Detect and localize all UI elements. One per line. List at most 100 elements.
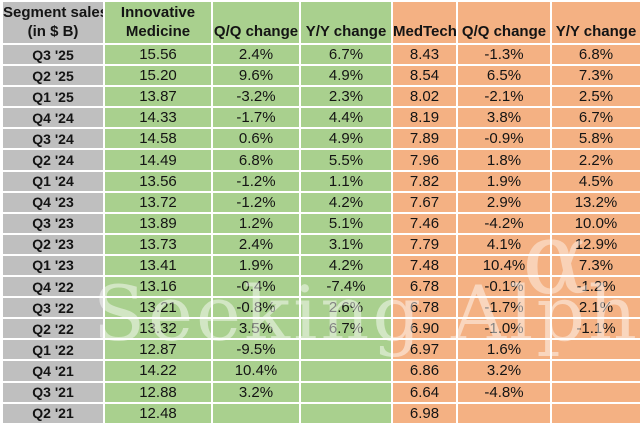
mt-sales-cell: 8.19 — [393, 108, 458, 130]
mt-yy-change-cell: 5.8% — [552, 129, 640, 151]
im-yy-change-cell: 2.3% — [301, 87, 393, 109]
mt-qq-change-cell: 4.1% — [458, 234, 552, 256]
im-yy-change-cell: 1.1% — [301, 171, 393, 193]
im-yy-change-cell — [301, 382, 393, 404]
im-yy-change-cell — [301, 403, 393, 425]
im-qq-change-cell: -1.7% — [213, 108, 301, 130]
im-qq-change-cell — [213, 403, 301, 425]
mt-yy-change-cell: 6.8% — [552, 45, 640, 67]
table-row: Q4 '24 14.33 -1.7% 4.4% 8.19 3.8% 6.7% — [0, 108, 640, 130]
im-sales-cell: 12.88 — [105, 382, 213, 404]
mt-qq-change-cell: 1.9% — [458, 171, 552, 193]
im-qq-change-cell: 0.6% — [213, 129, 301, 151]
mt-yy-change-cell: 2.1% — [552, 298, 640, 320]
im-sales-cell: 13.87 — [105, 87, 213, 109]
im-qq-change-cell: 10.4% — [213, 361, 301, 383]
quarter-label-cell: Q1 '22 — [0, 340, 105, 362]
im-yy-change-cell: 6.7% — [301, 319, 393, 341]
im-header-line2: Medicine — [125, 23, 191, 40]
mt-sales-cell: 7.96 — [393, 150, 458, 172]
table-row: Q3 '25 15.56 2.4% 6.7% 8.43 -1.3% 6.8% — [0, 45, 640, 67]
mt-qq-change-cell: -4.8% — [458, 382, 552, 404]
mt-yy-change-cell: -1.1% — [552, 319, 640, 341]
im-qq-change-cell: 3.5% — [213, 319, 301, 341]
quarter-label-cell: Q4 '21 — [0, 361, 105, 383]
quarter-label-cell: Q4 '22 — [0, 277, 105, 299]
mt-qq-change-cell: -0.9% — [458, 129, 552, 151]
quarter-label-cell: Q2 '25 — [0, 66, 105, 88]
mt-yy-change-cell: -1.2% — [552, 277, 640, 299]
im-yy-change-cell: 3.1% — [301, 234, 393, 256]
table-row: Q4 '23 13.72 -1.2% 4.2% 7.67 2.9% 13.2% — [0, 192, 640, 214]
table-row: Q2 '24 14.49 6.8% 5.5% 7.96 1.8% 2.2% — [0, 150, 640, 172]
im-sales-cell: 14.33 — [105, 108, 213, 130]
corner-header-line1: Segment sales — [3, 4, 105, 21]
im-qq-change-cell: -1.2% — [213, 192, 301, 214]
mt-yy-change-cell: 4.5% — [552, 171, 640, 193]
table-row: Q4 '21 14.22 10.4% 6.86 3.2% — [0, 361, 640, 383]
im-sales-cell: 12.48 — [105, 403, 213, 425]
mt-yy-change-cell: 7.3% — [552, 255, 640, 278]
mt-qq-change-cell: -2.1% — [458, 87, 552, 109]
quarter-label-cell: Q4 '24 — [0, 108, 105, 130]
im-qq-change-cell: 3.2% — [213, 382, 301, 404]
im-sales-cell: 14.58 — [105, 129, 213, 151]
im-yy-change-cell: 4.4% — [301, 108, 393, 130]
corner-header-line2: (in $ B) — [27, 23, 79, 40]
table-row: Q3 '21 12.88 3.2% 6.64 -4.8% — [0, 382, 640, 404]
im-sales-cell: 13.89 — [105, 213, 213, 235]
table-row: Q4 '22 13.16 -0.4% -7.4% 6.78 -0.1% -1.2% — [0, 277, 640, 299]
mt-qq-change-cell: 3.8% — [458, 108, 552, 130]
im-sales-cell: 13.72 — [105, 192, 213, 214]
im-yy-change-cell: -7.4% — [301, 277, 393, 299]
table-row: Q3 '22 13.21 -0.8% 2.6% 6.78 -1.7% 2.1% — [0, 298, 640, 320]
im-sales-cell: 13.73 — [105, 234, 213, 256]
im-yy-change-cell: 4.2% — [301, 192, 393, 214]
mt-qq-change-cell: -1.0% — [458, 319, 552, 341]
quarter-label-cell: Q2 '22 — [0, 319, 105, 341]
mt-qq-change-cell — [458, 403, 552, 425]
im-qq-change-cell: -0.4% — [213, 277, 301, 299]
mt-qq-change-cell: 6.5% — [458, 66, 552, 88]
im-sales-cell: 15.20 — [105, 66, 213, 88]
table-row: Q2 '25 15.20 9.6% 4.9% 8.54 6.5% 7.3% — [0, 66, 640, 88]
mt-yy-change-cell: 13.2% — [552, 192, 640, 214]
im-qq-change-cell: 6.8% — [213, 150, 301, 172]
quarter-label-cell: Q3 '22 — [0, 298, 105, 320]
quarter-label-cell: Q1 '25 — [0, 87, 105, 109]
mt-qq-change-cell: -1.3% — [458, 45, 552, 67]
quarter-label-cell: Q3 '25 — [0, 45, 105, 67]
table-row: Q1 '23 13.41 1.9% 4.2% 7.48 10.4% 7.3% — [0, 255, 640, 278]
mt-sales-cell: 6.64 — [393, 382, 458, 404]
im-sales-cell: 13.21 — [105, 298, 213, 320]
table-row: Q1 '22 12.87 -9.5% 6.97 1.6% — [0, 340, 640, 362]
mt-sales-cell: 7.82 — [393, 171, 458, 193]
header-row: Segment sales (in $ B) Innovative Medici… — [0, 2, 640, 45]
im-qq-change-cell: 1.9% — [213, 255, 301, 278]
im-sales-cell: 13.56 — [105, 171, 213, 193]
quarter-label-cell: Q3 '23 — [0, 213, 105, 235]
im-yy-change-cell: 2.6% — [301, 298, 393, 320]
im-qq-change-cell: -0.8% — [213, 298, 301, 320]
mt-sales-cell: 6.78 — [393, 277, 458, 299]
im-qq-change-cell: 2.4% — [213, 234, 301, 256]
table-row: Q1 '25 13.87 -3.2% 2.3% 8.02 -2.1% 2.5% — [0, 87, 640, 109]
mt-yy-change-cell: 2.2% — [552, 150, 640, 172]
im-qq-change-header-cell: Q/Q change — [213, 2, 301, 45]
im-yy-change-cell — [301, 361, 393, 383]
mt-yy-change-cell — [552, 382, 640, 404]
mt-sales-cell: 6.97 — [393, 340, 458, 362]
mt-yy-change-cell: 7.3% — [552, 66, 640, 88]
mt-qq-change-cell: -1.7% — [458, 298, 552, 320]
table-row: Q2 '21 12.48 6.98 — [0, 403, 640, 425]
im-yy-change-cell: 5.5% — [301, 150, 393, 172]
mt-sales-cell: 6.78 — [393, 298, 458, 320]
im-sales-cell: 14.22 — [105, 361, 213, 383]
mt-sales-cell: 8.54 — [393, 66, 458, 88]
table-body: Q3 '25 15.56 2.4% 6.7% 8.43 -1.3% 6.8% Q2 '25 15… — [0, 45, 640, 425]
im-header-line1: Innovative — [120, 4, 196, 21]
mt-yy-change-cell — [552, 403, 640, 425]
mt-sales-cell: 7.89 — [393, 129, 458, 151]
mt-yy-change-cell: 12.9% — [552, 234, 640, 256]
